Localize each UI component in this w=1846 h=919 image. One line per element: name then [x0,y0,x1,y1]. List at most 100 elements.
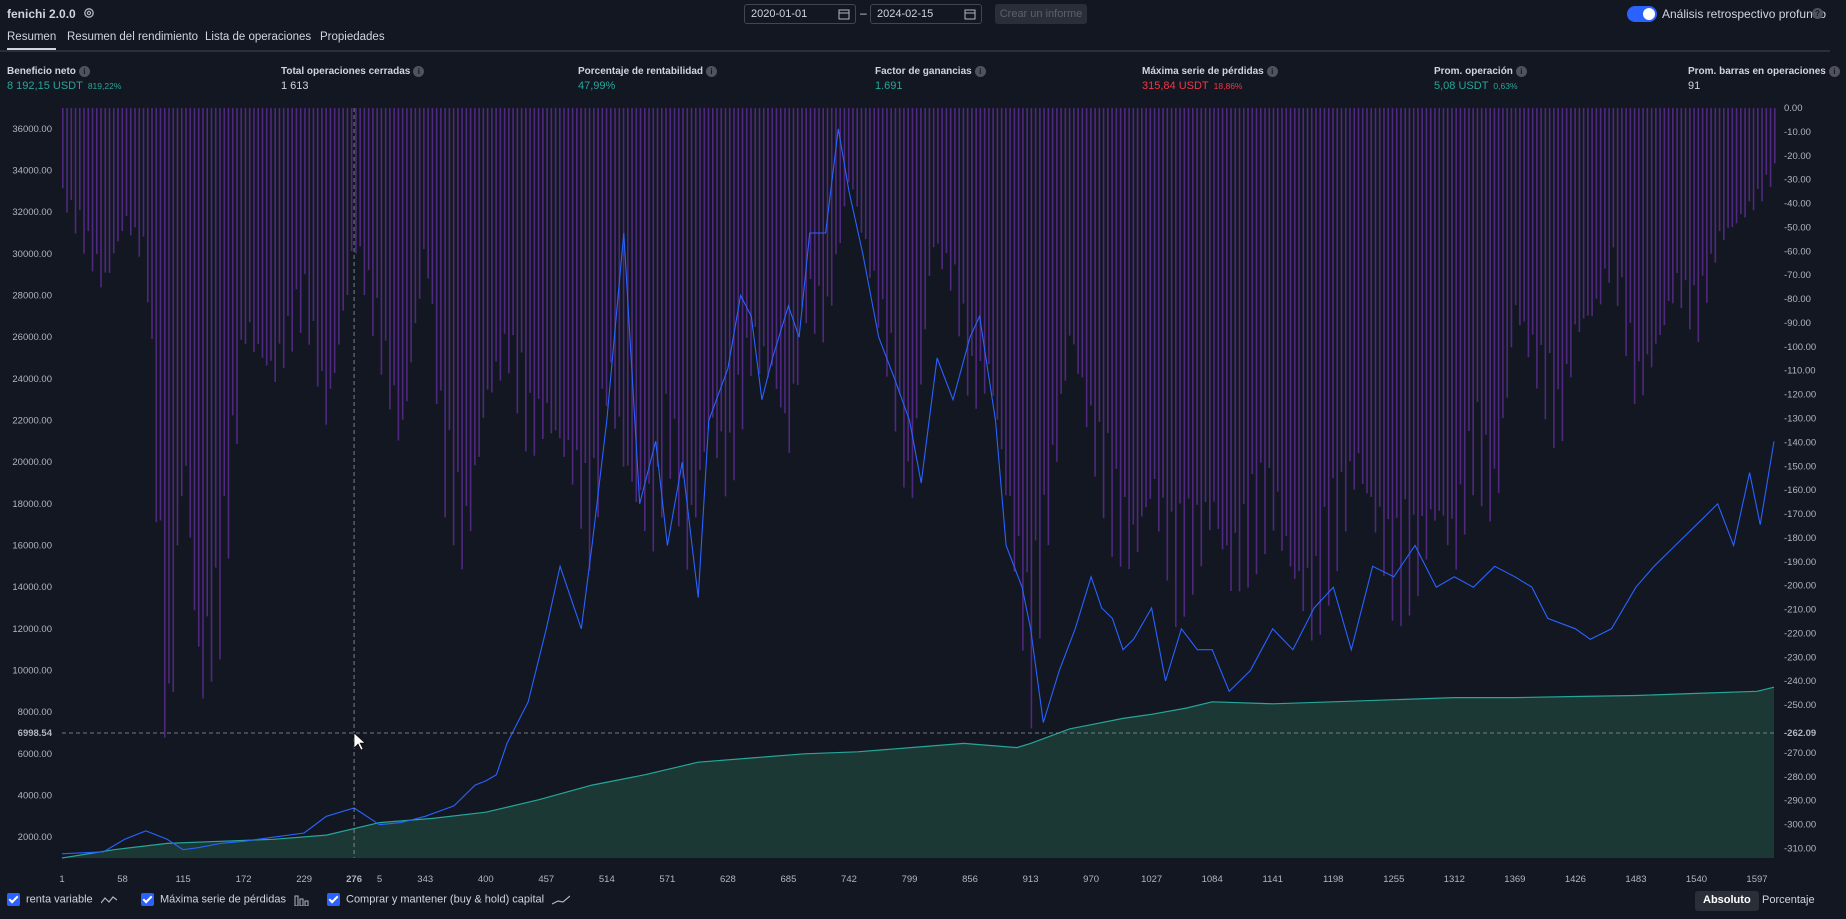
x-axis-tick: 1255 [1383,874,1404,885]
drawdown-bar [1085,108,1088,428]
drawdown-bar [580,108,582,529]
drawdown-bar [639,108,642,491]
calendar-icon[interactable] [964,8,976,20]
drawdown-bar [1395,108,1398,518]
drawdown-bar [1238,108,1241,592]
drawdown-bar [1544,108,1547,420]
checkbox[interactable] [7,893,20,906]
drawdown-bar [635,108,638,503]
date-from-input[interactable]: 2020-01-01 [744,4,856,24]
tab-bar: Resumen Resumen del rendimiento Lista de… [0,28,1830,52]
x-axis-tick: 1426 [1565,874,1586,885]
drawdown-bar [129,108,132,236]
info-icon[interactable]: i [1515,66,1527,77]
percent-mode-button[interactable]: Porcentaje [1762,894,1815,906]
drawdown-bar [1124,108,1126,497]
info-icon[interactable]: i [974,66,986,77]
drawdown-bar [121,108,124,232]
right-axis-tick: 0.00 [1784,103,1803,114]
drawdown-bar [1625,108,1627,357]
drawdown-bar [1102,108,1105,519]
drawdown-bar [648,108,650,484]
checkbox[interactable] [327,893,340,906]
drawdown-bar [1519,108,1521,326]
equity-chart[interactable]: 36000.00 34000.00 32000.00 30000.00 28000.00… [0,100,1846,890]
info-icon[interactable]: i [706,66,718,77]
drawdown-bar [423,108,425,250]
right-axis-tick: -120.00 [1784,390,1816,401]
drawdown-bar [495,108,497,362]
calendar-icon[interactable] [838,8,850,20]
drawdown-bar [903,108,905,488]
area-chart-icon [552,895,571,905]
right-axis-tick: -90.00 [1784,318,1811,329]
drawdown-bar [1429,108,1432,510]
deep-backtest-toggle[interactable] [1627,6,1657,22]
drawdown-bar [1090,108,1092,406]
metric-value: 8 192,15 USDT [7,80,83,93]
drawdown-bar [1489,108,1491,522]
metric-label: Beneficio neto [7,66,76,78]
gear-icon[interactable] [82,6,96,20]
left-axis-tick: 8000.00 [18,707,52,718]
left-axis-tick: 14000.00 [12,582,52,593]
metric-sub: 0,63% [1493,81,1518,92]
metric-value: 1.691 [875,80,903,93]
drawdown-bar [1706,108,1708,303]
drawdown-bar [1523,108,1525,322]
right-axis-tick: -20.00 [1784,151,1811,162]
drawdown-bar [796,108,799,386]
info-icon[interactable]: i [1266,66,1278,77]
drawdown-bar [1378,108,1381,507]
tab-resumen[interactable]: Resumen [7,31,57,50]
crosshair-x-label: 276 [346,874,362,885]
drawdown-bar [1506,108,1508,398]
drawdown-bar [1621,108,1623,278]
drawdown-bar [1276,108,1279,492]
checkbox[interactable] [141,893,154,906]
crosshair-left-label: 6998.54 [18,728,53,739]
drawdown-bar [1387,108,1390,520]
drawdown-bar [491,108,493,393]
tab-resumen-rendimiento[interactable]: Resumen del rendimiento [67,31,199,43]
info-icon[interactable]: ? [1812,8,1823,19]
drawdown-bar [1514,108,1517,306]
info-icon[interactable]: i [1828,66,1840,77]
tab-propiedades[interactable]: Propiedades [320,31,385,43]
drawdown-bar [928,108,931,276]
legend-buy-hold[interactable]: Comprar y mantener (buy & hold) capital [327,893,571,911]
drawdown-bar [1638,108,1640,362]
create-report-button[interactable]: Crear un informe [995,4,1087,24]
drawdown-bar [1281,108,1283,551]
drawdown-bar [741,108,744,430]
metric-label: Prom. barras en operaciones [1688,66,1826,78]
drawdown-bar [1302,108,1305,612]
absolute-mode-button[interactable]: Absoluto [1695,891,1759,911]
metric-value: 91 [1688,80,1701,93]
drawdown-bar [482,108,485,418]
drawdown-bar [601,108,604,389]
legend-max-drawdown[interactable]: Máxima serie de pérdidas [141,893,310,911]
right-axis-tick: -280.00 [1784,772,1816,783]
drawdown-bar [1731,108,1734,228]
legend-label: renta variable [26,893,93,906]
drawdown-bar [159,108,162,521]
info-icon[interactable]: i [78,66,90,77]
drawdown-bar [1684,108,1687,281]
drawdown-bar [282,108,285,369]
equity-chart-svg[interactable]: 36000.00 34000.00 32000.00 30000.00 28000.00… [0,100,1846,890]
info-icon[interactable]: i [413,66,425,77]
legend-renta-variable[interactable]: renta variable [7,893,117,911]
strategy-title: fenichi 2.0.0 [7,7,76,21]
crosshair-right-label-bg [1778,726,1828,741]
date-to-input[interactable]: 2024-02-15 [870,4,982,24]
drawdown-bar [1353,108,1356,490]
tab-lista-operaciones[interactable]: Lista de operaciones [205,31,312,43]
drawdown-bar [1650,108,1653,368]
drawdown-bar [146,108,149,303]
drawdown-bar [656,108,659,467]
drawdown-bar [932,108,935,248]
drawdown-bar [1336,108,1339,572]
drawdown-bar [274,108,277,382]
right-axis-tick: -300.00 [1784,820,1816,831]
